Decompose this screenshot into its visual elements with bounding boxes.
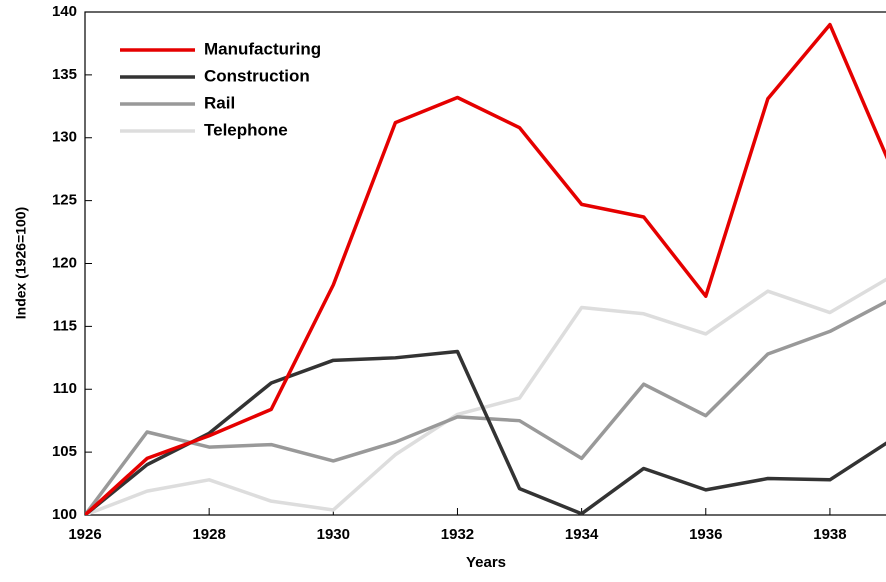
y-tick-label: 125 <box>52 192 77 209</box>
x-tick-label: 1938 <box>813 526 846 543</box>
y-tick-label: 130 <box>52 129 77 146</box>
y-tick-label: 100 <box>52 506 77 523</box>
legend-label: Construction <box>204 66 310 85</box>
x-tick-label: 1936 <box>689 526 722 543</box>
y-tick-label: 115 <box>53 317 77 334</box>
legend-label: Rail <box>204 93 235 112</box>
y-tick-label: 120 <box>52 254 77 271</box>
plot-frame <box>84 11 886 516</box>
x-axis-label: Years <box>466 554 506 571</box>
x-tick-label: 1932 <box>441 526 474 543</box>
x-tick-label: 1928 <box>192 526 225 543</box>
legend-label: Manufacturing <box>204 39 321 58</box>
y-tick-label: 135 <box>52 66 77 83</box>
x-tick-label: 1926 <box>68 526 101 543</box>
y-tick-label: 110 <box>53 380 77 397</box>
series-line <box>85 349 886 515</box>
y-axis-label: Index (1926=100) <box>13 207 29 319</box>
x-tick-label: 1930 <box>317 526 350 543</box>
y-tick-label: 105 <box>52 443 77 460</box>
y-tick-label: 140 <box>52 3 77 20</box>
series-line <box>85 277 886 515</box>
legend-label: Telephone <box>204 120 288 139</box>
x-tick-label: 1934 <box>565 526 599 543</box>
series-line <box>85 22 886 515</box>
